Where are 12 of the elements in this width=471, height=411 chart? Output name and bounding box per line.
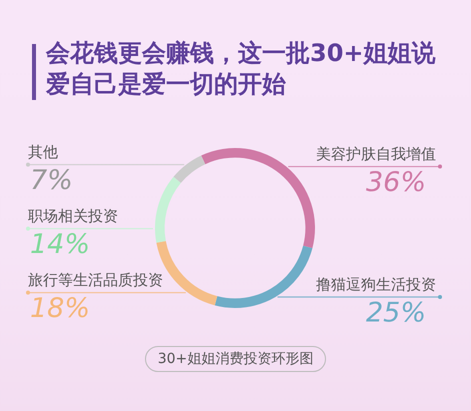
- slice-label: 职场相关投资: [28, 207, 118, 226]
- slice-label: 美容护肤自我增值: [316, 144, 436, 163]
- data-label: 25%: [366, 298, 426, 329]
- text: 30+姐姐消费投资环形图: [144, 346, 326, 372]
- chart-title: 会花钱更会赚钱，这一批30+姐姐说爱自己是爱一切的开始: [46, 38, 437, 100]
- data-label: 7%: [30, 165, 73, 196]
- data-label: 18%: [30, 293, 90, 324]
- slice-label: 其他: [28, 143, 58, 162]
- slice-label: 旅行等生活品质投资: [28, 271, 163, 290]
- data-label: 36%: [366, 167, 426, 198]
- slice-label: 撸猫逗狗生活投资: [316, 275, 436, 294]
- data-label: 14%: [30, 229, 90, 260]
